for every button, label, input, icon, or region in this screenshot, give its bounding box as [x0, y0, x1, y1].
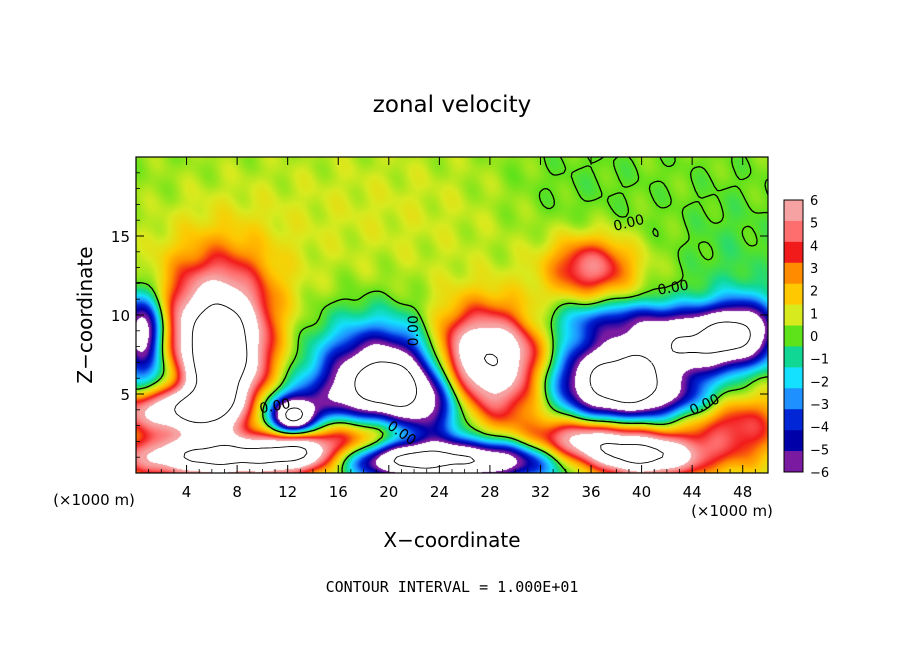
- contour-labels: 0.000.000.000.000.000.00: [258, 212, 722, 449]
- x-tick-label: 48: [733, 483, 752, 501]
- colorbar-tick-label: −5: [810, 443, 829, 458]
- contour-label: 0.00: [656, 278, 689, 299]
- colorbar-tick-label: −2: [810, 375, 829, 390]
- x-tick-label: 12: [278, 483, 297, 501]
- y-axis-label: Z−coordinate: [73, 246, 97, 383]
- x-axis-ticks: 4 8 12 16 20 24 28 32 36 40 44 48: [148, 157, 756, 501]
- colorbar-tick-label: −3: [810, 398, 829, 413]
- colorbar-tick-label: −4: [810, 421, 829, 436]
- plot-area: 0.000.000.000.000.000.00 4 8 12 16 20 24 28 32 3…: [111, 156, 769, 501]
- contour-lines: [135, 156, 769, 474]
- colorbar-swatch: [784, 241, 803, 264]
- x-axis-label: X−coordinate: [383, 528, 520, 552]
- x-tick-label: 16: [329, 483, 348, 501]
- contour-negative: [285, 321, 751, 469]
- y-axis-ticks: 5 10 15: [111, 172, 768, 458]
- x-tick-label: 4: [182, 483, 192, 501]
- y-tick-label: 15: [111, 228, 130, 246]
- colorbar-tick-label: 2: [810, 285, 818, 300]
- x-tick-label: 44: [683, 483, 702, 501]
- colorbar-swatch: [784, 325, 803, 347]
- x-tick-label: 40: [632, 483, 651, 501]
- colorbar-tick-label: 5: [810, 217, 818, 232]
- contour-positive: [174, 303, 664, 465]
- x-tick-label: 32: [531, 483, 550, 501]
- colorbar-tick-label: 6: [810, 194, 818, 209]
- colorbar-swatch: [784, 220, 803, 243]
- colorbar-frame: [783, 199, 804, 473]
- chart-title: zonal velocity: [373, 92, 531, 118]
- colorbar-swatch: [784, 451, 803, 473]
- x-tick-label: 28: [480, 483, 499, 501]
- x-tick-label: 8: [232, 483, 242, 501]
- colorbar-swatch: [784, 283, 803, 305]
- colorbar-swatch: [784, 346, 803, 368]
- colorbar-swatch: [784, 200, 803, 222]
- colorbar-tick-label: 1: [810, 307, 818, 322]
- colorbar-tick-label: 0: [810, 330, 818, 345]
- contour-label: 0.00: [258, 396, 291, 417]
- contour-label: 0.00: [612, 212, 646, 235]
- x-tick-label: 20: [379, 483, 398, 501]
- colorbar-tick-label: −6: [810, 466, 829, 481]
- colorbar: 6 5 4 3 2 1 0 −1 −2 −3 −4 −5 −6: [783, 194, 829, 481]
- contour-zero: [135, 156, 769, 474]
- colorbar-swatch: [784, 262, 803, 284]
- colorbar-tick-label: 4: [810, 239, 818, 254]
- colorbar-swatch: [784, 304, 803, 326]
- x-unit-label: (×1000 m): [691, 502, 773, 520]
- colorbar-swatch: [784, 430, 803, 452]
- y-tick-label: 10: [111, 307, 130, 325]
- colorbar-tick-label: −1: [810, 353, 829, 368]
- colorbar-swatch: [784, 367, 803, 389]
- colorbar-swatch: [784, 409, 803, 431]
- colorbar-swatch: [784, 388, 803, 410]
- y-tick-label: 5: [120, 386, 130, 404]
- contour-interval-note: CONTOUR INTERVAL = 1.000E+01: [326, 578, 579, 596]
- z-unit-label: (×1000 m): [53, 491, 135, 509]
- x-tick-label: 24: [430, 483, 449, 501]
- heatmap-field: [136, 157, 768, 473]
- contour-label: 0.00: [406, 315, 422, 346]
- x-tick-label: 36: [581, 483, 600, 501]
- colorbar-tick-label: 3: [810, 262, 818, 277]
